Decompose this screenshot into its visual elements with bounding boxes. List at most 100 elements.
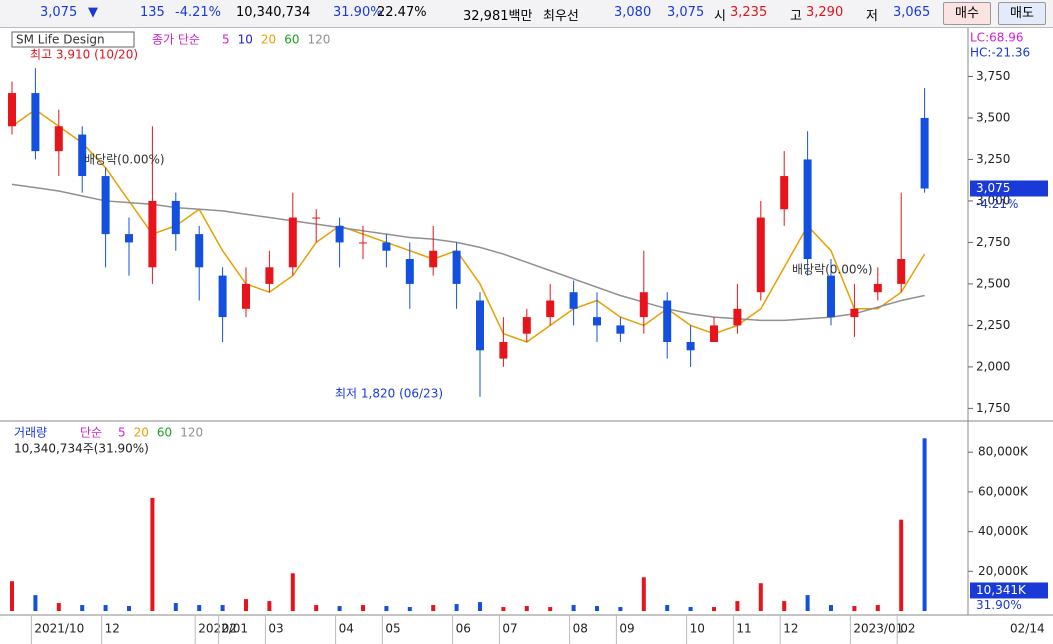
candle-body [733, 308, 742, 326]
volume-bar [197, 605, 202, 611]
volume-bar [524, 606, 529, 611]
candle-body [499, 342, 508, 359]
last-change: -4.21% [976, 197, 1018, 211]
volume-bar [103, 605, 108, 611]
volume-bar [220, 605, 225, 611]
candle-body [639, 292, 648, 318]
candle-body [663, 300, 672, 342]
candle-body [242, 283, 250, 309]
candle-body [522, 317, 531, 334]
amount: 32,981백만 [463, 9, 533, 24]
high: 3,290 [806, 5, 844, 20]
candle-body [148, 200, 157, 268]
legend-item: 120 [307, 33, 330, 47]
y-tick-label: 3,750 [976, 69, 1010, 83]
candle-body [593, 317, 601, 326]
volume-bar [595, 606, 599, 611]
candle-body [920, 117, 929, 189]
sell-button[interactable]: 매도 [998, 2, 1046, 25]
candle-body [476, 300, 484, 351]
candle-body [288, 217, 297, 268]
candle-body [78, 134, 87, 177]
x-tick-label: 03 [268, 622, 283, 636]
legend-item: 60 [157, 426, 172, 440]
legend-item: 5 [118, 426, 126, 440]
x-tick-label: 02 [222, 622, 237, 636]
volume-bar [56, 603, 61, 611]
legend-item: 120 [180, 426, 203, 440]
legend-item: 20 [261, 33, 276, 47]
volume-bar [314, 605, 319, 611]
rate: 22.47% [377, 5, 427, 20]
volume-bar [712, 607, 716, 611]
volume-bar [150, 497, 155, 611]
change-pct: -4.21% [175, 5, 221, 20]
y-tick-label: 2,750 [976, 235, 1010, 249]
turnover: 31.90% [333, 5, 383, 20]
low: 3,065 [893, 5, 931, 20]
candle-body [171, 200, 180, 235]
volume-bar [805, 595, 810, 611]
candle-body [335, 225, 344, 243]
volume-bar [431, 605, 436, 611]
volume-bar [290, 573, 295, 611]
candle-body [265, 267, 274, 284]
legend-item: 10 [238, 33, 253, 47]
volume-bar [829, 605, 833, 611]
volume-bar [10, 581, 14, 611]
candle-body [54, 126, 63, 152]
moving-average [11, 108, 926, 343]
candle-body [686, 342, 695, 351]
candle-body [827, 275, 835, 318]
volume-bar [33, 595, 38, 611]
x-tick-label: 02 [900, 622, 915, 636]
volume-bar [548, 607, 553, 611]
volume-bar [80, 605, 85, 611]
last-volume-pct: 31.90% [976, 598, 1022, 612]
legend-item: 5 [222, 33, 230, 47]
candle-body [101, 176, 110, 235]
buy-button[interactable]: 매수 [943, 2, 991, 25]
annotation: 배당락(0.00%) [792, 263, 873, 277]
volume-bar [688, 607, 693, 611]
title-box [11, 31, 135, 48]
volume-bar [454, 604, 459, 611]
candle-body [873, 283, 882, 293]
volume-title: 거래량 [14, 426, 47, 440]
annotation: 최고 3,910 (10/20) [30, 48, 138, 62]
candle-body [569, 292, 578, 309]
candle-body [756, 217, 765, 293]
annotation: 배당락(0.00%) [84, 153, 165, 167]
moving-average [11, 183, 925, 322]
high-label: 고 [790, 9, 802, 24]
y-tick-label: 3,000 [976, 193, 1010, 207]
candle-body [616, 325, 625, 334]
last-volume-box [970, 582, 1048, 599]
candle-body [195, 234, 204, 268]
last-volume: 10,341K [976, 583, 1027, 597]
candle-body [429, 250, 438, 268]
volume-bar [127, 606, 131, 611]
volume-bar [407, 607, 412, 611]
y-tick-label: 2,500 [976, 276, 1010, 290]
candle-body [803, 159, 812, 260]
candle-body [710, 325, 718, 342]
x-tick-label: 08 [573, 622, 588, 636]
y-tick-label: 3,500 [976, 110, 1010, 124]
lc: LC:68.96 [970, 31, 1023, 45]
annotation: 최저 1,820 (06/23) [335, 387, 443, 401]
y-tick-label: 1,750 [976, 401, 1010, 415]
candle-body [452, 250, 461, 284]
volume-bar [922, 438, 927, 611]
candle-body [31, 93, 40, 152]
best-bid: 3,075 [667, 5, 705, 20]
volume-bar [244, 599, 248, 611]
price: 3,075 [40, 5, 78, 20]
volume-bar [641, 577, 646, 611]
x-tick-label: 10 [690, 622, 705, 636]
volume-bar [735, 601, 740, 611]
volume-bar [571, 605, 576, 611]
best-label: 최우선 [543, 9, 579, 24]
candle-body [125, 234, 133, 243]
x-tick-label: 09 [619, 622, 634, 636]
